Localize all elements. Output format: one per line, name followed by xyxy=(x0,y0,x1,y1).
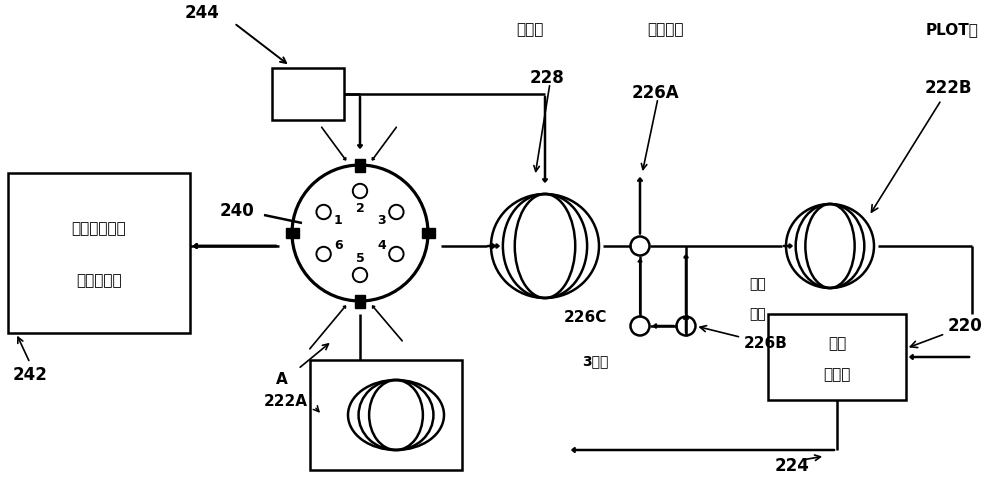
Text: 242: 242 xyxy=(13,366,47,384)
Bar xyxy=(768,314,906,400)
Bar xyxy=(310,360,462,470)
Text: 样品体积测量: 样品体积测量 xyxy=(72,222,126,237)
Bar xyxy=(8,173,190,333)
Text: 3通阀: 3通阀 xyxy=(582,354,608,368)
Text: 222B: 222B xyxy=(871,79,972,212)
Text: 第二: 第二 xyxy=(828,337,846,351)
Text: 222A: 222A xyxy=(264,394,308,409)
Text: 226B: 226B xyxy=(700,325,788,351)
Text: 224: 224 xyxy=(775,457,809,475)
Bar xyxy=(286,228,298,238)
Bar xyxy=(355,159,365,171)
Text: 检测器: 检测器 xyxy=(823,366,851,382)
Text: 228: 228 xyxy=(530,69,564,87)
Text: 气体: 气体 xyxy=(750,307,766,321)
Text: 4: 4 xyxy=(377,239,386,252)
Bar xyxy=(272,68,344,120)
Text: A: A xyxy=(276,371,288,386)
Bar xyxy=(355,294,365,307)
Text: 分流端口: 分流端口 xyxy=(647,22,683,38)
Text: 226C: 226C xyxy=(563,310,607,325)
Text: 220: 220 xyxy=(910,317,983,347)
Text: 解吸: 解吸 xyxy=(750,277,766,291)
Text: 2: 2 xyxy=(356,202,364,215)
Text: 极性柱: 极性柱 xyxy=(516,22,544,38)
Text: 1: 1 xyxy=(334,214,343,227)
Text: 226A: 226A xyxy=(631,84,679,102)
Bar xyxy=(422,228,434,238)
Text: 6: 6 xyxy=(334,239,343,252)
Text: 240: 240 xyxy=(220,202,254,220)
Text: 244: 244 xyxy=(185,4,219,22)
Text: PLOT柱: PLOT柱 xyxy=(926,22,978,38)
Text: 3: 3 xyxy=(377,214,386,227)
Text: 和流量控制: 和流量控制 xyxy=(76,273,122,288)
Text: 5: 5 xyxy=(356,251,364,264)
